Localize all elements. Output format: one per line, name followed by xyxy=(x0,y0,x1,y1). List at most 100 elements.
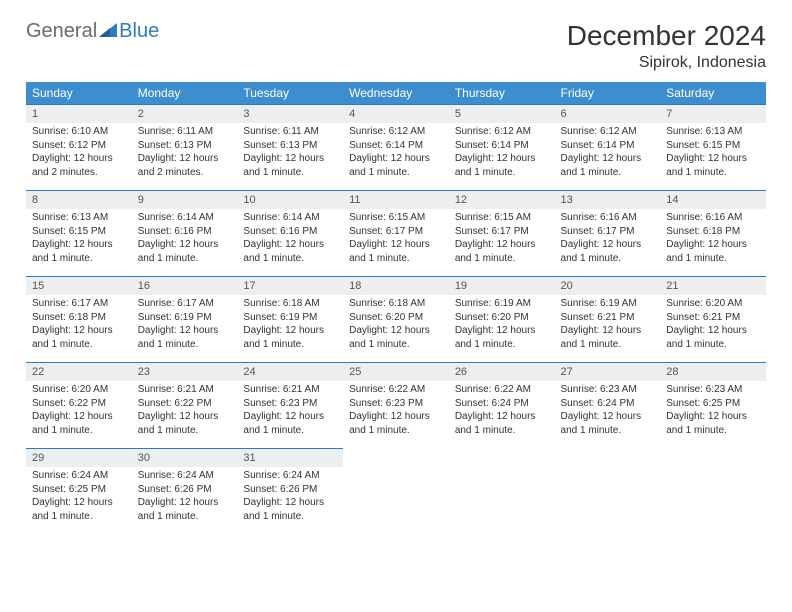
day-number: 11 xyxy=(343,190,449,209)
day-details: Sunrise: 6:11 AMSunset: 6:13 PMDaylight:… xyxy=(237,123,343,183)
brand-word-1: General xyxy=(26,20,97,43)
header: General Blue December 2024 Sipirok, Indo… xyxy=(26,20,766,72)
daylight-text: Daylight: 12 hours and 1 minute. xyxy=(32,410,126,437)
sunrise-text: Sunrise: 6:21 AM xyxy=(138,383,232,397)
sunrise-text: Sunrise: 6:23 AM xyxy=(666,383,760,397)
day-details: Sunrise: 6:11 AMSunset: 6:13 PMDaylight:… xyxy=(132,123,238,183)
day-number: 6 xyxy=(555,104,661,123)
calendar-day-cell: 27Sunrise: 6:23 AMSunset: 6:24 PMDayligh… xyxy=(555,362,661,448)
title-block: December 2024 Sipirok, Indonesia xyxy=(567,20,766,72)
sunrise-text: Sunrise: 6:18 AM xyxy=(243,297,337,311)
day-number: 29 xyxy=(26,448,132,467)
sunset-text: Sunset: 6:22 PM xyxy=(138,397,232,411)
sunset-text: Sunset: 6:21 PM xyxy=(666,311,760,325)
day-number: 24 xyxy=(237,362,343,381)
daylight-text: Daylight: 12 hours and 2 minutes. xyxy=(32,152,126,179)
day-number: 26 xyxy=(449,362,555,381)
sunrise-text: Sunrise: 6:11 AM xyxy=(243,125,337,139)
calendar-day-cell: 1Sunrise: 6:10 AMSunset: 6:12 PMDaylight… xyxy=(26,104,132,190)
day-details: Sunrise: 6:18 AMSunset: 6:20 PMDaylight:… xyxy=(343,295,449,355)
weekday-header-row: Sunday Monday Tuesday Wednesday Thursday… xyxy=(26,82,766,104)
day-details: Sunrise: 6:10 AMSunset: 6:12 PMDaylight:… xyxy=(26,123,132,183)
sunset-text: Sunset: 6:26 PM xyxy=(138,483,232,497)
brand-word-2: Blue xyxy=(119,20,159,43)
day-number: 17 xyxy=(237,276,343,295)
daylight-text: Daylight: 12 hours and 1 minute. xyxy=(561,238,655,265)
day-number: 30 xyxy=(132,448,238,467)
sunrise-text: Sunrise: 6:24 AM xyxy=(138,469,232,483)
calendar-week-row: 22Sunrise: 6:20 AMSunset: 6:22 PMDayligh… xyxy=(26,362,766,448)
daylight-text: Daylight: 12 hours and 2 minutes. xyxy=(138,152,232,179)
calendar-day-cell: 26Sunrise: 6:22 AMSunset: 6:24 PMDayligh… xyxy=(449,362,555,448)
day-details: Sunrise: 6:15 AMSunset: 6:17 PMDaylight:… xyxy=(449,209,555,269)
sunrise-text: Sunrise: 6:20 AM xyxy=(32,383,126,397)
day-details: Sunrise: 6:21 AMSunset: 6:23 PMDaylight:… xyxy=(237,381,343,441)
day-number: 20 xyxy=(555,276,661,295)
calendar-week-row: 8Sunrise: 6:13 AMSunset: 6:15 PMDaylight… xyxy=(26,190,766,276)
sunset-text: Sunset: 6:17 PM xyxy=(349,225,443,239)
calendar-day-cell: 11Sunrise: 6:15 AMSunset: 6:17 PMDayligh… xyxy=(343,190,449,276)
daylight-text: Daylight: 12 hours and 1 minute. xyxy=(138,496,232,523)
weekday-header: Wednesday xyxy=(343,82,449,104)
sunrise-text: Sunrise: 6:17 AM xyxy=(138,297,232,311)
sunrise-text: Sunrise: 6:24 AM xyxy=(243,469,337,483)
calendar-body: 1Sunrise: 6:10 AMSunset: 6:12 PMDaylight… xyxy=(26,104,766,534)
sunrise-text: Sunrise: 6:15 AM xyxy=(455,211,549,225)
calendar-day-cell: 24Sunrise: 6:21 AMSunset: 6:23 PMDayligh… xyxy=(237,362,343,448)
day-details: Sunrise: 6:15 AMSunset: 6:17 PMDaylight:… xyxy=(343,209,449,269)
day-details: Sunrise: 6:13 AMSunset: 6:15 PMDaylight:… xyxy=(26,209,132,269)
logo-triangle-icon xyxy=(99,20,117,43)
weekday-header: Tuesday xyxy=(237,82,343,104)
day-details: Sunrise: 6:22 AMSunset: 6:23 PMDaylight:… xyxy=(343,381,449,441)
daylight-text: Daylight: 12 hours and 1 minute. xyxy=(349,324,443,351)
daylight-text: Daylight: 12 hours and 1 minute. xyxy=(455,324,549,351)
day-number: 27 xyxy=(555,362,661,381)
sunrise-text: Sunrise: 6:16 AM xyxy=(666,211,760,225)
sunset-text: Sunset: 6:23 PM xyxy=(349,397,443,411)
day-number: 1 xyxy=(26,104,132,123)
sunset-text: Sunset: 6:20 PM xyxy=(455,311,549,325)
sunrise-text: Sunrise: 6:22 AM xyxy=(349,383,443,397)
sunrise-text: Sunrise: 6:14 AM xyxy=(243,211,337,225)
daylight-text: Daylight: 12 hours and 1 minute. xyxy=(349,410,443,437)
calendar-week-row: 15Sunrise: 6:17 AMSunset: 6:18 PMDayligh… xyxy=(26,276,766,362)
calendar-day-cell: 19Sunrise: 6:19 AMSunset: 6:20 PMDayligh… xyxy=(449,276,555,362)
sunset-text: Sunset: 6:24 PM xyxy=(455,397,549,411)
sunset-text: Sunset: 6:13 PM xyxy=(243,139,337,153)
daylight-text: Daylight: 12 hours and 1 minute. xyxy=(243,152,337,179)
day-number: 12 xyxy=(449,190,555,209)
calendar-day-cell: 12Sunrise: 6:15 AMSunset: 6:17 PMDayligh… xyxy=(449,190,555,276)
day-details: Sunrise: 6:12 AMSunset: 6:14 PMDaylight:… xyxy=(555,123,661,183)
daylight-text: Daylight: 12 hours and 1 minute. xyxy=(243,410,337,437)
sunrise-text: Sunrise: 6:12 AM xyxy=(349,125,443,139)
sunrise-text: Sunrise: 6:12 AM xyxy=(455,125,549,139)
daylight-text: Daylight: 12 hours and 1 minute. xyxy=(243,238,337,265)
day-details: Sunrise: 6:19 AMSunset: 6:20 PMDaylight:… xyxy=(449,295,555,355)
calendar-day-cell xyxy=(343,448,449,534)
sunset-text: Sunset: 6:15 PM xyxy=(666,139,760,153)
calendar-day-cell: 10Sunrise: 6:14 AMSunset: 6:16 PMDayligh… xyxy=(237,190,343,276)
day-number: 5 xyxy=(449,104,555,123)
day-number: 21 xyxy=(660,276,766,295)
day-number: 9 xyxy=(132,190,238,209)
calendar-day-cell: 7Sunrise: 6:13 AMSunset: 6:15 PMDaylight… xyxy=(660,104,766,190)
day-details: Sunrise: 6:14 AMSunset: 6:16 PMDaylight:… xyxy=(237,209,343,269)
day-details: Sunrise: 6:16 AMSunset: 6:18 PMDaylight:… xyxy=(660,209,766,269)
day-details: Sunrise: 6:23 AMSunset: 6:25 PMDaylight:… xyxy=(660,381,766,441)
daylight-text: Daylight: 12 hours and 1 minute. xyxy=(138,238,232,265)
day-details: Sunrise: 6:12 AMSunset: 6:14 PMDaylight:… xyxy=(449,123,555,183)
daylight-text: Daylight: 12 hours and 1 minute. xyxy=(138,410,232,437)
sunset-text: Sunset: 6:17 PM xyxy=(455,225,549,239)
day-details: Sunrise: 6:20 AMSunset: 6:22 PMDaylight:… xyxy=(26,381,132,441)
day-number: 31 xyxy=(237,448,343,467)
sunset-text: Sunset: 6:16 PM xyxy=(138,225,232,239)
sunset-text: Sunset: 6:14 PM xyxy=(349,139,443,153)
sunset-text: Sunset: 6:16 PM xyxy=(243,225,337,239)
day-details: Sunrise: 6:20 AMSunset: 6:21 PMDaylight:… xyxy=(660,295,766,355)
sunset-text: Sunset: 6:24 PM xyxy=(561,397,655,411)
daylight-text: Daylight: 12 hours and 1 minute. xyxy=(138,324,232,351)
day-number: 4 xyxy=(343,104,449,123)
weekday-header: Thursday xyxy=(449,82,555,104)
day-number: 15 xyxy=(26,276,132,295)
sunrise-text: Sunrise: 6:12 AM xyxy=(561,125,655,139)
